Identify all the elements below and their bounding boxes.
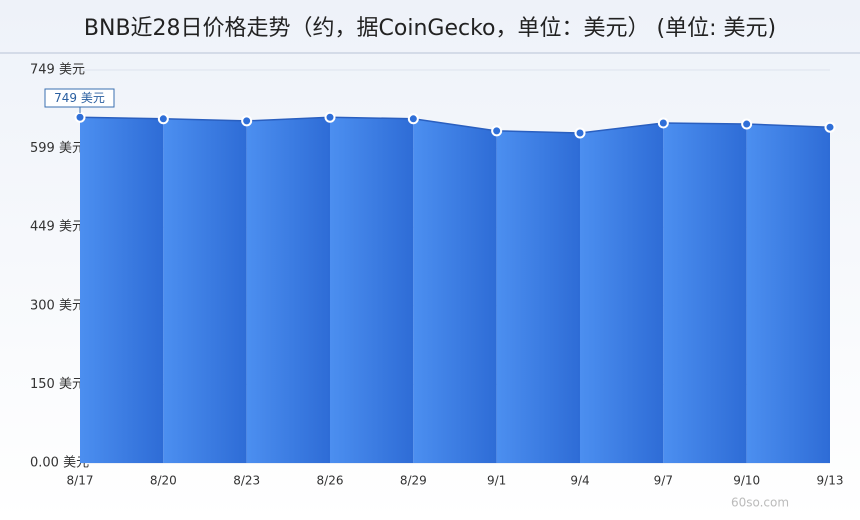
watermark: 60so.com <box>731 496 789 510</box>
point <box>741 118 753 130</box>
y-tick-label: 449 美元 <box>30 220 85 235</box>
y-tick-label: 749 美元 <box>30 63 85 78</box>
point <box>241 115 253 127</box>
x-tick-label: 8/26 <box>317 474 344 488</box>
x-tick-label: 9/13 <box>817 474 844 488</box>
area-band <box>413 118 497 464</box>
point <box>324 111 336 123</box>
point <box>574 127 586 139</box>
chart-title: BNB近28日价格走势（约，据CoinGecko，单位：美元） (单位: 美元) <box>84 16 776 41</box>
x-tick-label: 9/7 <box>654 474 673 488</box>
area-band <box>663 122 747 463</box>
area-band <box>246 117 330 463</box>
line <box>79 116 831 134</box>
y-tick-label: 150 美元 <box>30 377 85 392</box>
area-band <box>163 118 247 464</box>
y-tick-label: 300 美元 <box>30 298 85 313</box>
point <box>74 111 86 123</box>
point <box>157 113 169 125</box>
area-band <box>80 117 164 463</box>
area-band <box>580 122 664 463</box>
y-tick-label: 0.00 美元 <box>30 456 89 471</box>
point <box>491 125 503 137</box>
point <box>824 121 836 133</box>
x-tick-label: 8/29 <box>400 474 427 488</box>
x-tick-label: 9/1 <box>487 474 506 488</box>
x-tick-label: 9/4 <box>570 474 589 488</box>
point <box>407 113 419 125</box>
area-band <box>746 124 830 463</box>
annotation: 749 美元 <box>54 91 105 105</box>
y-tick-label: 599 美元 <box>30 141 85 156</box>
x-tick-label: 9/10 <box>733 474 760 488</box>
x-tick-label: 8/20 <box>150 474 177 488</box>
area-band <box>496 130 580 463</box>
point <box>657 117 669 129</box>
area-band <box>330 117 414 463</box>
x-tick-label: 8/17 <box>67 474 94 488</box>
x-tick-label: 8/23 <box>233 474 260 488</box>
